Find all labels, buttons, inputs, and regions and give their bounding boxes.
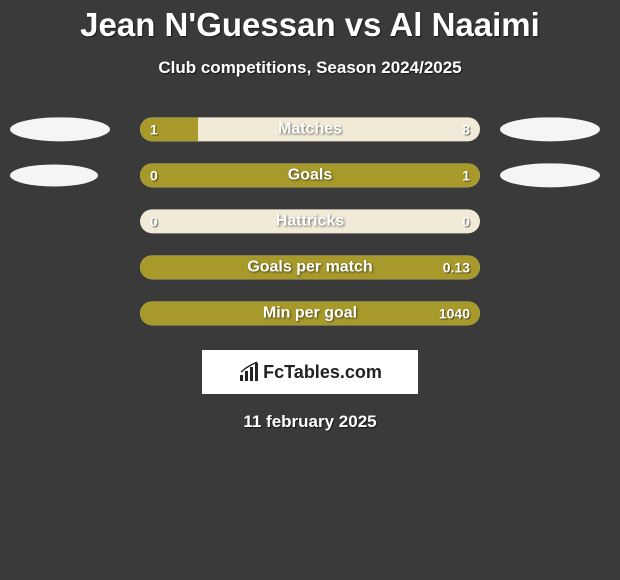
stat-label: Matches bbox=[278, 120, 342, 138]
right-value: 8 bbox=[462, 121, 470, 137]
stat-label: Goals per match bbox=[247, 258, 372, 276]
right-player-marker bbox=[500, 163, 600, 187]
left-value: 1 bbox=[150, 121, 158, 137]
page-subtitle: Club competitions, Season 2024/2025 bbox=[0, 58, 620, 78]
left-value: 0 bbox=[150, 167, 158, 183]
right-player-marker bbox=[500, 117, 600, 141]
right-value: 1 bbox=[462, 167, 470, 183]
bar-track: 1 Matches 8 bbox=[140, 117, 480, 141]
right-value: 1040 bbox=[439, 305, 470, 321]
bar-track: Min per goal 1040 bbox=[140, 301, 480, 325]
stat-row-goals-per-match: Goals per match 0.13 bbox=[0, 246, 620, 292]
bar-chart-icon bbox=[238, 361, 260, 383]
left-player-marker bbox=[10, 117, 110, 141]
left-value: 0 bbox=[150, 213, 158, 229]
right-value: 0 bbox=[462, 213, 470, 229]
fctables-logo: FcTables.com bbox=[202, 350, 418, 394]
bar-track: Goals per match 0.13 bbox=[140, 255, 480, 279]
stat-label: Min per goal bbox=[263, 304, 357, 322]
stat-label: Hattricks bbox=[276, 212, 344, 230]
left-player-marker bbox=[10, 164, 98, 186]
logo-inner: FcTables.com bbox=[238, 361, 382, 383]
stat-row-hattricks: 0 Hattricks 0 bbox=[0, 200, 620, 246]
stat-row-min-per-goal: Min per goal 1040 bbox=[0, 292, 620, 338]
right-value: 0.13 bbox=[443, 259, 470, 275]
page-title: Jean N'Guessan vs Al Naaimi bbox=[0, 0, 620, 44]
stat-row-goals: 0 Goals 1 bbox=[0, 154, 620, 200]
logo-text: FcTables.com bbox=[263, 362, 382, 383]
stat-row-matches: 1 Matches 8 bbox=[0, 108, 620, 154]
bar-fill-left bbox=[140, 117, 198, 141]
bar-track: 0 Goals 1 bbox=[140, 163, 480, 187]
stat-label: Goals bbox=[288, 166, 332, 184]
bar-track: 0 Hattricks 0 bbox=[140, 209, 480, 233]
comparison-chart: 1 Matches 8 0 Goals 1 0 Hattricks 0 bbox=[0, 108, 620, 338]
date-label: 11 february 2025 bbox=[0, 412, 620, 432]
